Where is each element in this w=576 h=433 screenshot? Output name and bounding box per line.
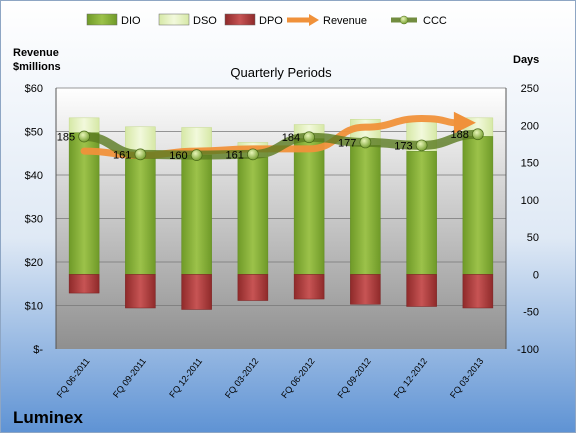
legend-marker [399,15,409,25]
dpo-bar [350,274,381,305]
legend-label: CCC [423,15,447,27]
legend-label: DPO [259,15,283,27]
right-tick-label: 150 [521,158,539,170]
legend-swatch [224,13,256,26]
ccc-data-label: 185 [57,131,75,143]
bar-series [68,117,494,310]
ccc-data-label: 161 [226,149,244,161]
dio-bar [181,154,212,275]
left-tick-label: $50 [25,127,43,139]
dpo-bar [293,274,325,300]
left-tick-label: $20 [25,257,43,269]
right-axis-ticks: -100 -50 0 50 100 150 200 250 [517,83,539,356]
left-axis-label-line2: $millions [13,61,61,73]
legend-item-ccc: CCC [391,15,447,27]
ccc-data-label: 177 [338,137,356,149]
legend-label: Revenue [323,15,367,27]
legend-item-dpo: DPO [224,13,283,27]
ccc-point [415,139,428,152]
right-tick-label: 0 [533,269,539,281]
left-tick-label: $10 [25,301,43,313]
left-axis-ticks: $- $10 $20 $30 $40 $50 $60 [25,83,44,356]
legend-swatch [86,13,118,26]
legend-item-revenue: Revenue [287,14,367,27]
dio-bar [406,151,437,275]
ccc-point [303,131,315,144]
ccc-data-label: 160 [169,150,187,162]
legend-swatch [158,13,190,26]
ccc-data-label: 173 [394,140,412,152]
legend-label: DIO [121,15,141,27]
left-axis-label-line1: Revenue [13,47,59,59]
left-tick-label: $- [33,344,43,356]
ccc-data-label: 184 [282,132,300,144]
ccc-point [472,128,484,141]
revenue-arrowhead [453,111,476,134]
legend: DIO DSO DPO Revenue CCC [86,13,447,27]
ccc-data-label: 188 [451,129,469,141]
left-tick-label: $30 [25,214,43,226]
right-tick-label: -100 [517,344,539,356]
right-tick-label: 100 [521,195,539,207]
right-tick-label: -50 [523,307,539,319]
dio-bar [293,138,325,275]
legend-item-dso: DSO [158,13,217,27]
dpo-bar [406,274,437,307]
ccc-point [134,148,147,161]
legend-label: DSO [193,15,217,27]
dpo-bar [462,274,494,309]
right-tick-label: 250 [521,83,539,95]
dio-bar [350,145,381,275]
ccc-point [78,130,90,143]
ccc-point [247,148,259,161]
dio-bar [125,152,156,275]
legend-item-dio: DIO [86,13,141,27]
company-name: Luminex [13,408,83,427]
right-axis-label: Days [513,54,539,66]
ccc-series: 185 161 160 161 184 177 173 188 [57,128,484,162]
left-tick-label: $40 [25,170,43,182]
left-tick-label: $60 [25,83,43,95]
legend-arrowhead [309,14,319,26]
dpo-bar [125,274,156,309]
dio-bar [68,132,100,275]
ccc-data-label: 161 [113,149,131,161]
right-tick-label: 50 [527,232,539,244]
dpo-bar [181,274,212,310]
chart-title: Quarterly Periods [230,65,332,80]
dio-bar [462,136,494,275]
right-tick-label: 200 [521,120,539,132]
dio-bar [237,157,269,275]
ccc-point [359,136,372,149]
dpo-bar [68,274,100,294]
ccc-point [190,149,203,161]
dpo-bar [237,274,269,301]
